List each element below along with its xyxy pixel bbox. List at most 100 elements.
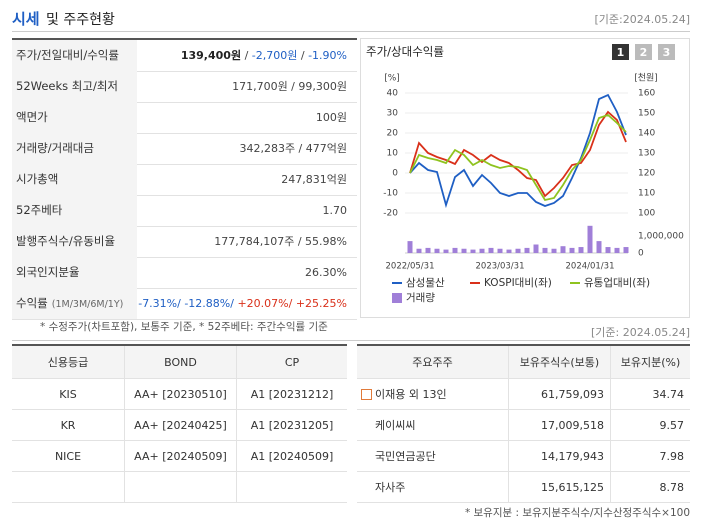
table-cell	[236, 472, 347, 503]
row-label: 52주베타	[12, 195, 137, 226]
divider	[12, 340, 690, 341]
row-label: 액면가	[12, 102, 137, 133]
y2-axis-label: [천원]	[634, 73, 658, 84]
row-value: 139,400원 / -2,700원 / -1.90%	[181, 40, 347, 71]
row-value: 1.70	[323, 195, 348, 226]
volume-bar	[452, 247, 458, 253]
header-cell: 신용등급	[12, 346, 124, 379]
footnote: * 보유지분 : 보유지분주식수/지수산정주식수×100	[464, 507, 690, 519]
volume-bar	[407, 241, 413, 253]
x-tick-label: 2024/01/31	[566, 262, 615, 272]
label: 외국인지분율	[16, 265, 80, 279]
volume-bar	[488, 247, 494, 253]
volume-bar	[560, 246, 566, 253]
row-label: 외국인지분율	[12, 257, 137, 288]
table-cell: KR	[12, 410, 124, 441]
volume-bar	[497, 248, 503, 253]
table-cell	[124, 472, 236, 503]
tab-button[interactable]	[612, 44, 629, 60]
y2-tick-label: 120	[638, 169, 655, 179]
y-tick-label: 30	[387, 109, 399, 119]
label: 액면가	[16, 110, 48, 124]
value-text: 247,831억원	[281, 173, 347, 186]
y-tick-label: 0	[392, 169, 398, 179]
header-cell: BOND	[124, 346, 236, 379]
table-cell: 14,179,943	[508, 441, 610, 472]
section-title: 시세	[12, 10, 40, 28]
section-title-rest: 및 주주현황	[46, 12, 115, 28]
label: 52Weeks 최고/최저	[16, 79, 118, 93]
y2-tick-label: 160	[638, 89, 655, 99]
table-cell: 17,009,518	[508, 410, 610, 441]
value-text: -1.90%	[308, 49, 347, 62]
value-text: -2,700원	[251, 49, 298, 62]
tab-label[interactable]: 1	[617, 46, 625, 59]
footnote: * 수정주가(차트포함), 보통주 기준, * 52주베타: 주간수익률 기준	[40, 321, 328, 333]
table-cell: 이재용 외 13인	[357, 379, 508, 410]
series-line	[409, 113, 627, 202]
volume-bar	[479, 248, 485, 253]
volume-bar	[443, 249, 449, 253]
volume-bar	[416, 248, 422, 253]
quote-row: 거래량/거래대금 342,283주 / 477억원	[12, 133, 357, 165]
tab-label[interactable]: 3	[663, 46, 671, 59]
volume-bar	[596, 241, 602, 253]
quote-row: 외국인지분율 26.30%	[12, 257, 357, 289]
tab-button[interactable]	[658, 44, 675, 60]
legend-label: 거래량	[406, 292, 435, 304]
holder-date: [기준: 2024.05.24]	[590, 326, 690, 339]
legend-swatch	[392, 293, 402, 303]
volume-bar	[506, 249, 512, 253]
label: 시가총액	[16, 172, 59, 186]
y2-tick-label: 110	[638, 189, 655, 199]
value-text: 26.30%	[305, 266, 347, 279]
row-label: 52Weeks 최고/최저	[12, 71, 137, 102]
chart: 주가/상대수익률 1 2 3 [%] [천원] -20 -10 0 10 20 30 40 100 110 1…	[360, 38, 690, 318]
table-cell: A1 [20231212]	[236, 379, 347, 410]
row-value: 342,283주 / 477억원	[239, 133, 347, 164]
quote-row: 액면가 100원	[12, 102, 357, 134]
expand-icon[interactable]	[361, 389, 372, 400]
y2-tick-label: 140	[638, 129, 655, 139]
y3-tick-label: 1,000,000	[638, 232, 684, 242]
header-cell: CP	[236, 346, 347, 379]
table-cell: KIS	[12, 379, 124, 410]
value-text: 1.70	[322, 204, 348, 217]
label: 52주베타	[16, 203, 63, 217]
volume-bar	[623, 247, 629, 253]
label: 주가/전일대비/수익률	[16, 48, 119, 62]
table-cell: 케이씨씨	[357, 410, 508, 441]
series-line	[409, 93, 627, 209]
y2-tick-label: 130	[638, 149, 655, 159]
value-text: /	[297, 49, 309, 62]
label-note: (1M/3M/6M/1Y)	[51, 299, 124, 310]
chart-frame	[360, 38, 690, 318]
credit-table: 신용등급 BOND CP KIS AA+ [20230510] A1 [20231212]…	[12, 344, 347, 504]
volume-bar	[578, 247, 584, 253]
volume-bar	[470, 249, 476, 253]
volume-bar	[542, 247, 548, 253]
y-axis-label: [%]	[384, 74, 400, 84]
divider	[12, 31, 690, 32]
series-line	[409, 110, 627, 198]
volume-bar	[533, 244, 539, 253]
holder-table: 주요주주 보유주식수(보통) 보유지분(%) 이재용 외 13인 61,759,093 3…	[357, 344, 690, 504]
tab-label[interactable]: 2	[640, 46, 648, 59]
quote-row: 52Weeks 최고/최저 171,700원 / 99,300원	[12, 71, 357, 103]
quote-row: 52주베타 1.70	[12, 195, 357, 227]
row-label: 시가총액	[12, 164, 137, 195]
value-text: -12.88%/	[180, 297, 234, 310]
chart-title: 주가/상대수익률	[366, 45, 444, 59]
volume-bar	[614, 247, 620, 253]
row-value: 26.30%	[305, 257, 347, 288]
value-text: 171,700원 / 99,300원	[232, 80, 347, 93]
label: 수익률	[16, 296, 48, 310]
tab-button[interactable]	[635, 44, 652, 60]
volume-bar	[425, 247, 431, 253]
row-label: 거래량/거래대금	[12, 133, 137, 164]
y-tick-label: -10	[383, 189, 398, 199]
value-text: 100원	[315, 111, 347, 124]
quote-table: 주가/전일대비/수익률 139,400원 / -2,700원 / -1.90% 52…	[12, 38, 357, 320]
volume-bar	[587, 225, 593, 253]
